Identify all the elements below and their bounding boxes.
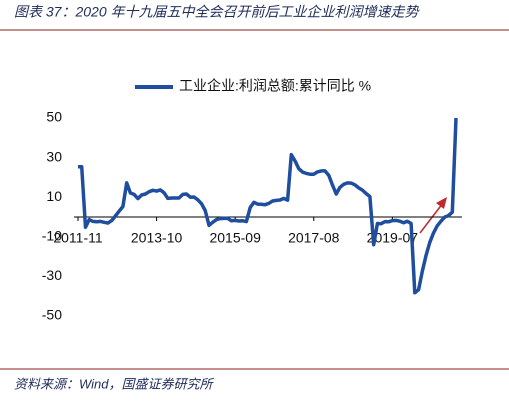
x-tick-label: 2011-11 — [53, 230, 103, 246]
series-line — [78, 117, 458, 295]
y-tick-label: -50 — [42, 307, 62, 323]
y-tick-label: 10 — [46, 188, 62, 204]
legend-label: 工业企业:利润总额:累计同比 % — [179, 78, 371, 94]
annotation-arrow — [419, 202, 444, 234]
source-note: 资料来源：Wind，国盛证券研究所 — [14, 376, 215, 391]
y-tick-label: -10 — [42, 228, 62, 244]
y-tick-label: 50 — [46, 109, 62, 125]
x-tick-label: 2019-07 — [367, 230, 419, 246]
x-tick-label: 2017-08 — [288, 230, 340, 246]
y-tick-label: 30 — [46, 148, 62, 164]
chart-title: 图表 37：2020 年十九届五中全会召开前后工业企业利润增速走势 — [14, 4, 420, 20]
annotation-arrowhead — [436, 197, 447, 209]
x-tick-label: 2015-09 — [209, 230, 261, 246]
x-tick-label: 2013-10 — [131, 230, 183, 246]
y-tick-label: -30 — [42, 267, 62, 283]
